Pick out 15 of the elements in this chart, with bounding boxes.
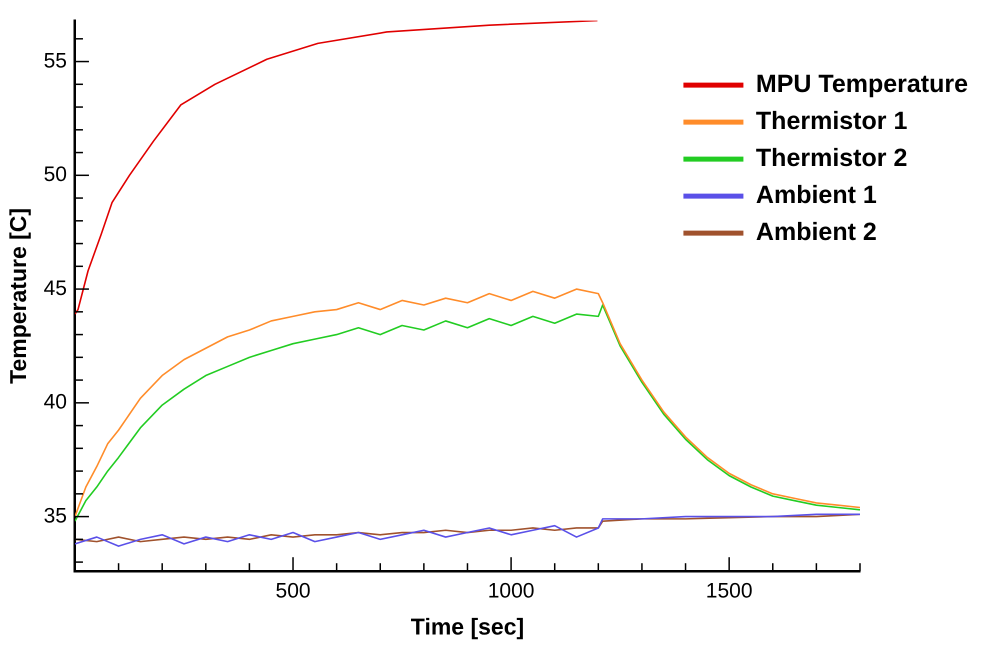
x-axis-title: Time [sec]	[410, 614, 524, 640]
y-tick-label: 50	[44, 163, 67, 186]
y-tick-label: 45	[44, 276, 67, 300]
legend-label: Thermistor 1	[756, 106, 908, 135]
x-tick-label: 1000	[488, 580, 534, 603]
legend-label: Thermistor 2	[756, 144, 908, 172]
x-tick-label: 1500	[706, 580, 753, 603]
y-axis-title: Temperature [C]	[5, 208, 32, 384]
y-tick-label: 55	[44, 49, 67, 72]
legend-label: Ambient 2	[756, 218, 877, 246]
x-tick-label: 500	[276, 580, 311, 603]
y-tick-label: 35	[44, 504, 67, 528]
legend-label: Ambient 1	[756, 180, 877, 209]
y-tick-label: 40	[44, 390, 67, 414]
legend-label: MPU Temperature	[756, 70, 968, 98]
